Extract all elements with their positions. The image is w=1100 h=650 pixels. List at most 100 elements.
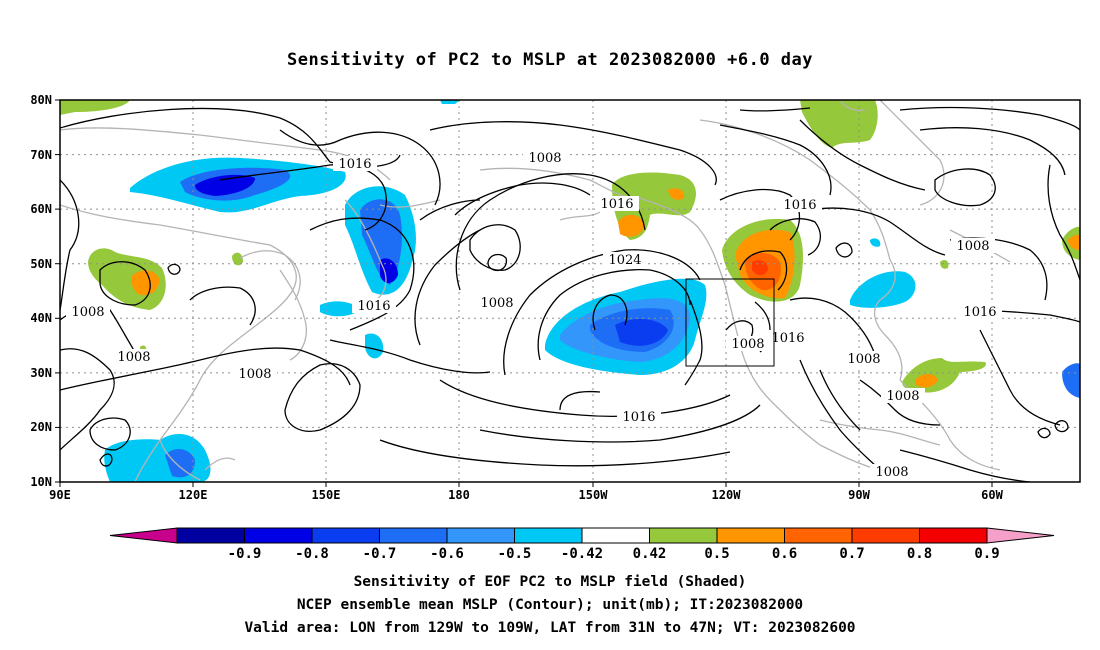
- colorbar-over-triangle: [986, 527, 1055, 544]
- negative-region-atlantic-small: [870, 238, 881, 247]
- colorbar-label: 0.5: [704, 546, 729, 562]
- colorbar-label: 0.7: [839, 546, 864, 562]
- contour-label: 1016: [352, 298, 396, 314]
- colorbar-label: 0.42: [633, 546, 667, 562]
- colorbar-under-triangle: [109, 527, 178, 544]
- lat-label: 10N: [30, 475, 52, 489]
- negative-region-tropical-west: [104, 434, 211, 482]
- contour-label: 1008: [112, 349, 156, 365]
- svg-text:1008: 1008: [117, 350, 150, 365]
- axis-ticks: [55, 99, 993, 487]
- contour-label: 1008: [726, 336, 770, 352]
- lat-label: 40N: [30, 311, 52, 325]
- negative-region-tropical-west-core: [165, 448, 195, 478]
- contour-label: 1008: [870, 464, 914, 480]
- contour-label: 1008: [523, 150, 567, 166]
- svg-text:1008: 1008: [71, 305, 104, 320]
- svg-text:1016: 1016: [600, 197, 633, 212]
- svg-text:1008: 1008: [238, 367, 271, 382]
- lat-labels: 80N 70N 60N 50N 40N 30N 20N 10N: [30, 93, 52, 489]
- negative-region-north-strip: [440, 100, 460, 104]
- valid-area-box: [685, 278, 775, 367]
- colorbar-swatch: [176, 527, 245, 544]
- caption-line-3: Valid area: LON from 129W to 109W, LAT f…: [244, 620, 856, 636]
- colorbar-swatch: [851, 527, 920, 544]
- positive-region-alaska-core: [618, 214, 645, 237]
- negative-region-east-edge: [1062, 363, 1080, 398]
- contour-label: 1024: [603, 252, 647, 268]
- svg-text:1024: 1024: [608, 253, 641, 268]
- contour-label-layer: 1016 1008 1016 1024 1008 1016 1016 1008 …: [66, 150, 997, 480]
- positive-region-atlantic: [902, 358, 986, 393]
- svg-text:1008: 1008: [847, 352, 880, 367]
- negative-region-small-b: [365, 333, 384, 359]
- lon-label: 90E: [49, 488, 71, 502]
- positive-region-europe-edge-core: [1068, 234, 1080, 250]
- colorbar-swatch: [919, 527, 988, 544]
- colorbar-label: -0.6: [430, 546, 464, 562]
- svg-text:1016: 1016: [783, 198, 816, 213]
- colorbar-swatch: [311, 527, 380, 544]
- lon-label: 120W: [712, 488, 742, 502]
- positive-region-small-c: [940, 260, 949, 269]
- contour-label: 1008: [881, 388, 925, 404]
- colorbar-swatch: [716, 527, 785, 544]
- colorbar-label: 0.8: [907, 546, 932, 562]
- positive-region-greenland: [800, 100, 878, 148]
- caption-line-2: NCEP ensemble mean MSLP (Contour); unit(…: [296, 597, 804, 613]
- contour-label: 1016: [333, 156, 377, 172]
- lon-label: 150W: [579, 488, 609, 502]
- positive-region-central-asia-core: [131, 270, 160, 296]
- lat-label: 60N: [30, 202, 52, 216]
- contour-label: 1008: [842, 351, 886, 367]
- contour-label: 1016: [617, 409, 661, 425]
- lon-label: 90W: [848, 488, 870, 502]
- colorbar-swatch: [784, 527, 853, 544]
- colorbar: -0.9 -0.8 -0.7 -0.6 -0.5 -0.42 0.42 0.5 0.6 0.7 0.…: [109, 527, 1055, 562]
- contour-label: 1016: [766, 330, 810, 346]
- colorbar-swatch: [446, 527, 515, 544]
- colorbar-label: -0.8: [295, 546, 329, 562]
- positive-region-alaska-core2: [668, 188, 685, 200]
- negative-region-atlantic: [850, 271, 916, 308]
- negative-region-small-a: [320, 301, 360, 317]
- negative-region-kamchatka-center: [380, 258, 398, 284]
- colorbar-label: -0.5: [498, 546, 532, 562]
- svg-text:1008: 1008: [480, 296, 513, 311]
- positive-region-small-green: [232, 252, 243, 266]
- lat-label: 80N: [30, 93, 52, 107]
- svg-text:1016: 1016: [963, 305, 996, 320]
- mslp-contour-layer: [60, 106, 1080, 482]
- lat-label: 50N: [30, 257, 52, 271]
- lon-labels: 90E 120E 150E 180 150W 120W 90W 60W: [49, 488, 1003, 502]
- lat-label: 30N: [30, 366, 52, 380]
- colorbar-swatch: [244, 527, 313, 544]
- colorbar-label: -0.42: [561, 546, 603, 562]
- svg-text:1008: 1008: [528, 151, 561, 166]
- svg-text:1008: 1008: [731, 337, 764, 352]
- negative-region-siberia-center: [195, 174, 255, 196]
- contour-label: 1008: [951, 238, 995, 254]
- svg-text:1008: 1008: [956, 239, 989, 254]
- colorbar-label: -0.9: [228, 546, 262, 562]
- colorbar-swatch: [514, 527, 583, 544]
- svg-text:1008: 1008: [886, 389, 919, 404]
- shading-layer: [60, 100, 1080, 482]
- caption-line-1: Sensitivity of EOF PC2 to MSLP field (Sh…: [353, 574, 747, 590]
- lon-label: 150E: [312, 488, 341, 502]
- svg-text:1016: 1016: [771, 331, 804, 346]
- map-title: Sensitivity of PC2 to MSLP at 2023082000…: [286, 50, 813, 70]
- colorbar-label: 0.6: [772, 546, 797, 562]
- contour-label: 1008: [66, 304, 110, 320]
- svg-text:1016: 1016: [338, 157, 371, 172]
- svg-text:1016: 1016: [622, 410, 655, 425]
- colorbar-swatch: [581, 527, 650, 544]
- colorbar-swatch: [649, 527, 718, 544]
- contour-label: 1008: [475, 295, 519, 311]
- lon-label: 180: [448, 488, 470, 502]
- lon-label: 120E: [179, 488, 208, 502]
- lat-label: 70N: [30, 148, 52, 162]
- svg-text:1008: 1008: [875, 465, 908, 480]
- positive-region-arctic-west: [60, 100, 130, 115]
